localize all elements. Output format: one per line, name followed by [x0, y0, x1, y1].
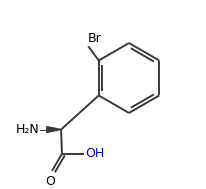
Polygon shape: [47, 127, 61, 132]
Text: Br: Br: [88, 32, 102, 45]
Text: O: O: [46, 175, 56, 188]
Text: H₂N: H₂N: [15, 123, 39, 136]
Text: OH: OH: [85, 147, 104, 160]
